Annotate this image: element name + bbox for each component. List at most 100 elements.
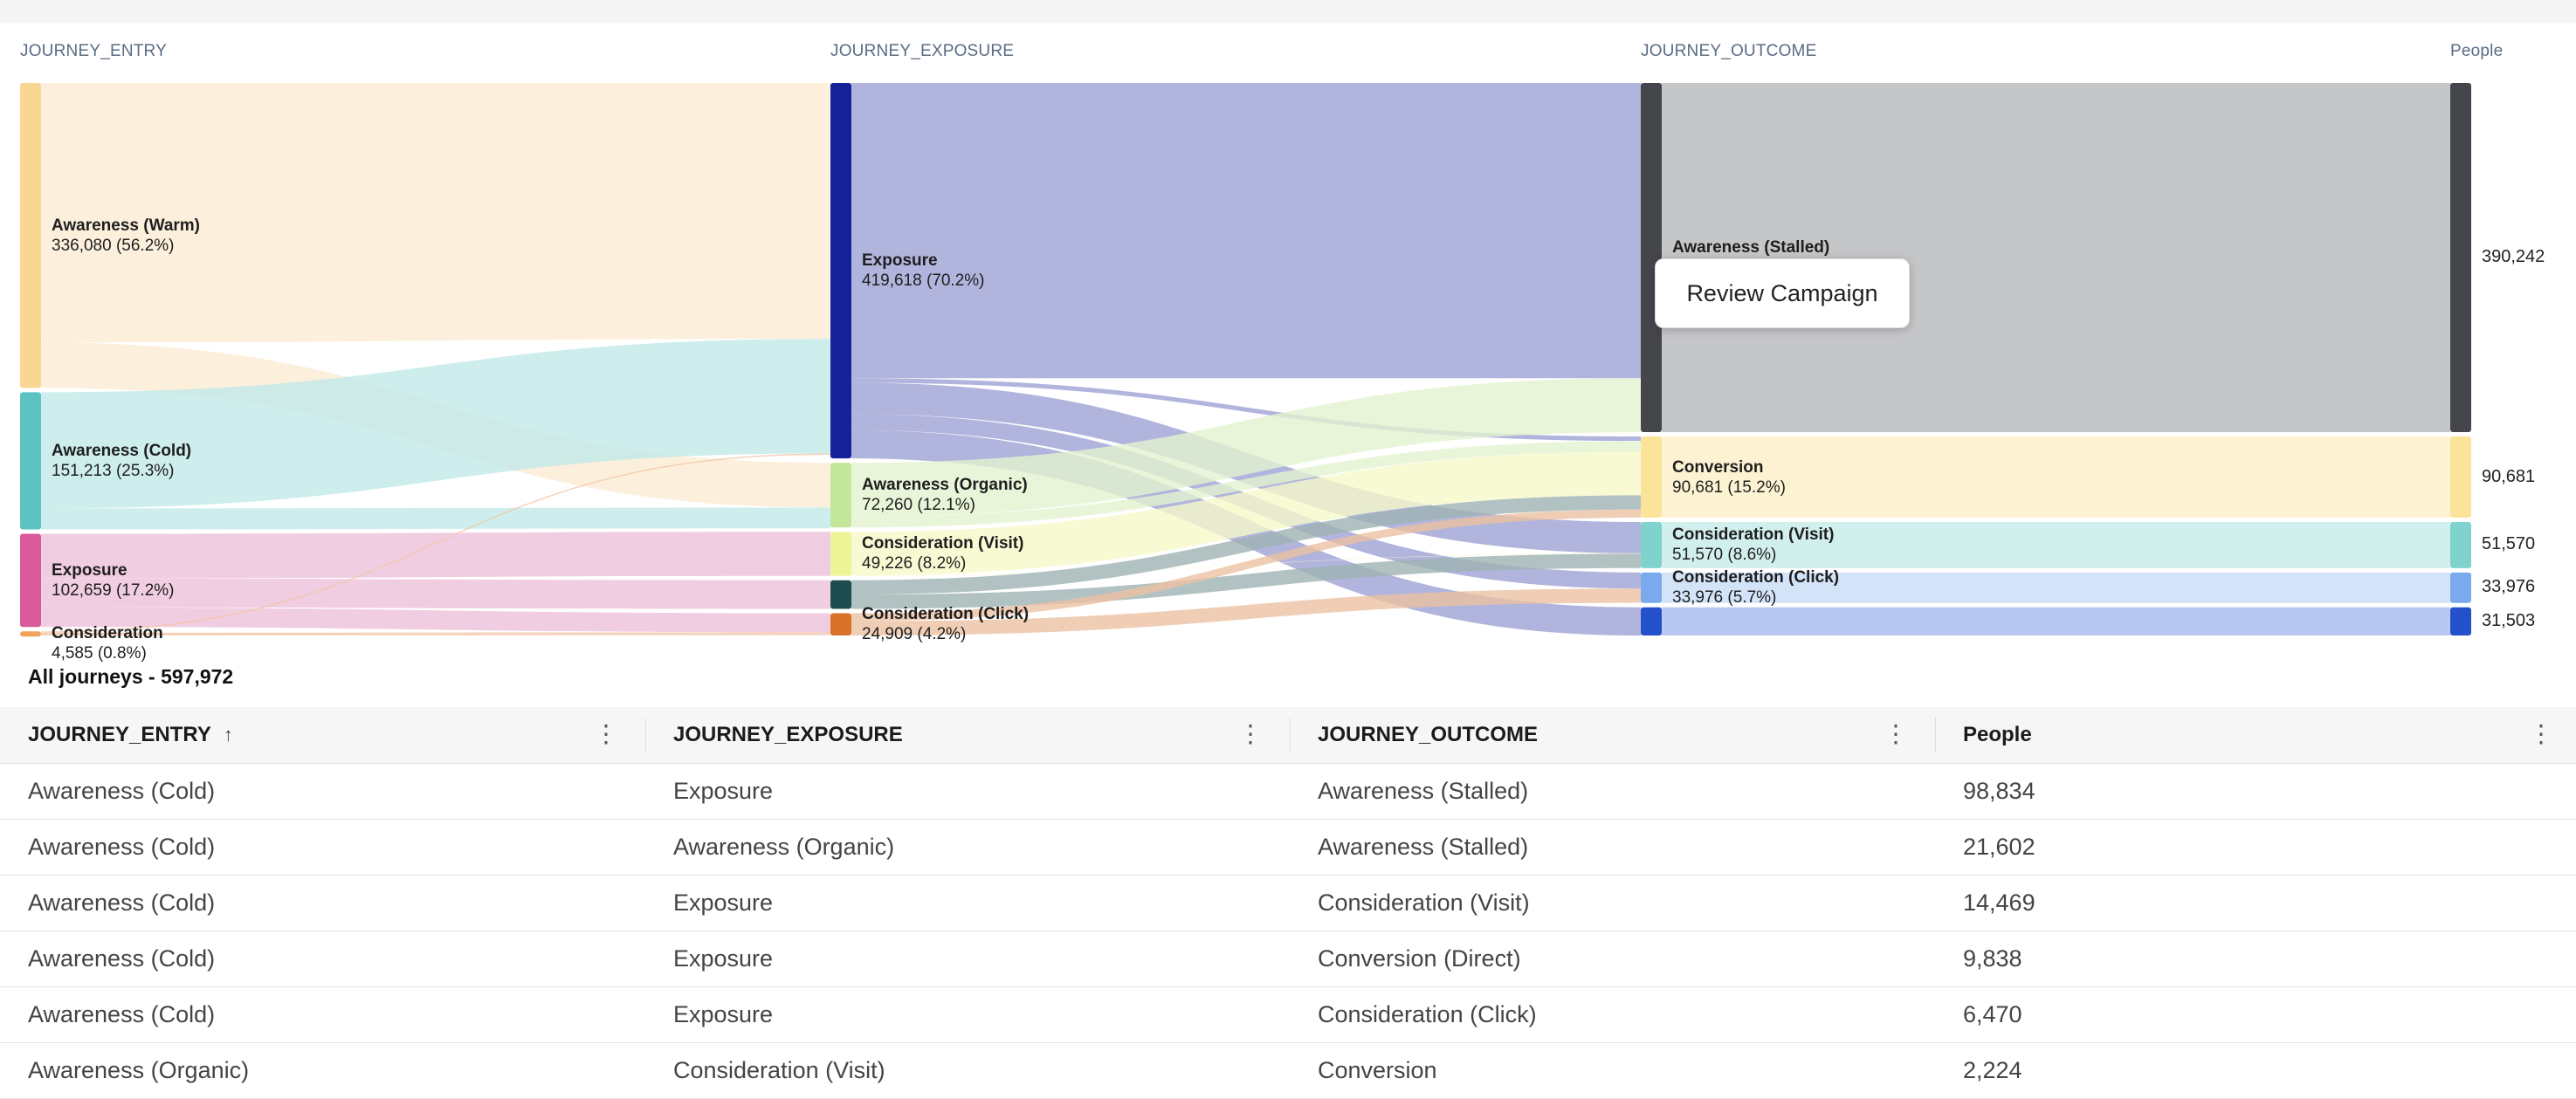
table-body: Awareness (Cold) Exposure Awareness (Stall… <box>0 764 2576 1099</box>
cell-people: 6,470 <box>1963 1001 2022 1027</box>
flow-outcome-to-people <box>1662 522 2450 568</box>
flow-exposure-to-outcome <box>851 553 1641 609</box>
flow-entry-to-exposure <box>41 83 830 343</box>
cell-people: 14,469 <box>1963 890 2035 916</box>
all-journeys-total: All journeys - 597,972 <box>28 665 234 688</box>
header-people[interactable]: People <box>1963 707 2032 763</box>
exposure-name: Consideration (Click) <box>862 605 1030 624</box>
column-menu-icon[interactable]: ⋮ <box>1884 720 1908 747</box>
people-count-label: 90,681 <box>2482 466 2536 486</box>
flow-entry-to-exposure <box>41 453 830 633</box>
column-menu-icon[interactable]: ⋮ <box>2529 720 2553 747</box>
outcome-label: Consideration (Visit) 51,570 (8.6%) <box>1672 525 1834 565</box>
exposure-name: Consideration (Visit) <box>862 534 1024 553</box>
exposure-label: Consideration (Click) 24,909 (4.2%) <box>862 604 1029 644</box>
exposure-name: Exposure <box>862 251 938 271</box>
table-row[interactable]: Awareness (Cold) Exposure Consideration (V… <box>0 876 2576 931</box>
flow-entry-to-exposure <box>41 532 830 579</box>
flow-outcome-to-people <box>1662 436 2450 519</box>
people-node <box>2450 436 2471 519</box>
cell-journey-exposure: Exposure <box>673 1001 774 1027</box>
cell-journey-outcome: Awareness (Stalled) <box>1318 778 1529 804</box>
cell-journey-entry: Awareness (Cold) <box>28 890 216 916</box>
flow-entry-to-exposure <box>41 339 830 509</box>
people-node <box>2450 522 2471 568</box>
entry-node <box>20 533 41 628</box>
cell-journey-exposure: Exposure <box>673 945 774 972</box>
outcome-node <box>1641 436 1662 519</box>
entry-label: Consideration 4,585 (0.8%) <box>52 623 163 663</box>
exposure-label: Consideration (Visit) 49,226 (8.2%) <box>862 533 1023 574</box>
outcome-node <box>1641 522 1662 568</box>
header-journey-outcome[interactable]: JOURNEY_OUTCOME <box>1318 707 1538 763</box>
table-row[interactable]: Awareness (Organic) Consideration (Visit)… <box>0 1043 2576 1099</box>
entry-name: Consideration <box>52 624 163 643</box>
flow-exposure-to-outcome <box>851 441 1641 528</box>
journey-table: JOURNEY_ENTRY ↑ ⋮ JOURNEY_EXPOSURE ⋮ JOU… <box>0 707 2576 1099</box>
flow-exposure-to-outcome <box>851 378 1641 442</box>
entry-label: Exposure 102,659 (17.2%) <box>52 560 175 601</box>
table-row[interactable]: Awareness (Cold) Exposure Conversion (Dire… <box>0 931 2576 987</box>
entry-value: 151,213 (25.3%) <box>52 461 175 480</box>
column-divider <box>645 718 646 752</box>
entry-value: 102,659 (17.2%) <box>52 580 175 600</box>
outcome-label: Awareness (Stalled) <box>1672 237 1829 258</box>
column-divider <box>1290 718 1291 752</box>
column-header-entry: JOURNEY_ENTRY <box>20 42 168 60</box>
sankey-chart <box>20 83 2471 637</box>
exposure-node <box>830 613 851 635</box>
outcome-value: 90,681 (15.2%) <box>1672 477 1786 497</box>
people-node <box>2450 572 2471 603</box>
entry-name: Awareness (Cold) <box>52 441 192 460</box>
people-node <box>2450 607 2471 635</box>
entry-label: Awareness (Cold) 151,213 (25.3%) <box>52 441 191 481</box>
cell-journey-outcome: Consideration (Visit) <box>1318 890 1530 916</box>
table-row[interactable]: Awareness (Cold) Awareness (Organic) Aware… <box>0 820 2576 876</box>
outcome-name: Consideration (Click) <box>1672 568 1840 587</box>
header-journey-exposure[interactable]: JOURNEY_EXPOSURE <box>673 707 903 763</box>
outcome-node <box>1641 572 1662 603</box>
people-count-label: 33,976 <box>2482 577 2536 597</box>
exposure-value: 24,909 (4.2%) <box>862 625 967 644</box>
table-row[interactable]: Awareness (Cold) Exposure Awareness (Stall… <box>0 764 2576 820</box>
outcome-name: Consideration (Visit) <box>1672 525 1835 545</box>
outcome-name: Awareness (Stalled) <box>1672 238 1830 257</box>
header-journey-entry-label: JOURNEY_ENTRY <box>28 723 211 746</box>
header-journey-exposure-label: JOURNEY_EXPOSURE <box>673 723 903 746</box>
exposure-label: Exposure 419,618 (70.2%) <box>862 251 985 291</box>
flow-outcome-to-people <box>1662 83 2450 433</box>
sort-ascending-icon[interactable]: ↑ <box>223 724 233 745</box>
entry-name: Exposure <box>52 560 127 580</box>
outcome-node <box>1641 607 1662 635</box>
people-node <box>2450 83 2471 433</box>
flow-exposure-to-outcome <box>851 378 1641 517</box>
exposure-node <box>830 83 851 459</box>
header-journey-entry[interactable]: JOURNEY_ENTRY ↑ <box>28 707 233 763</box>
flow-entry-to-exposure <box>41 507 830 530</box>
column-menu-icon[interactable]: ⋮ <box>1238 720 1263 747</box>
entry-name: Awareness (Warm) <box>52 216 201 235</box>
header-journey-outcome-label: JOURNEY_OUTCOME <box>1318 723 1539 746</box>
table-row[interactable]: Awareness (Cold) Exposure Consideration (C… <box>0 987 2576 1043</box>
cell-journey-outcome: Consideration (Click) <box>1318 1001 1537 1027</box>
column-header-outcome: JOURNEY_OUTCOME <box>1641 42 1817 60</box>
cell-journey-outcome: Awareness (Stalled) <box>1318 834 1529 860</box>
exposure-value: 419,618 (70.2%) <box>862 271 985 291</box>
cell-people: 2,224 <box>1963 1057 2022 1083</box>
entry-value: 4,585 (0.8%) <box>52 644 147 663</box>
review-campaign-button[interactable]: Review Campaign <box>1655 258 1910 328</box>
cell-journey-entry: Awareness (Cold) <box>28 778 216 804</box>
entry-label: Awareness (Warm) 336,080 (56.2%) <box>52 216 200 256</box>
outcome-node <box>1641 83 1662 433</box>
outcome-name: Conversion <box>1672 457 1764 477</box>
column-menu-icon[interactable]: ⋮ <box>594 720 618 747</box>
cell-journey-entry: Awareness (Cold) <box>28 945 216 972</box>
cell-people: 98,834 <box>1963 778 2035 804</box>
flow-exposure-to-outcome <box>851 588 1641 635</box>
column-divider <box>1935 718 1936 752</box>
entry-value: 336,080 (56.2%) <box>52 236 175 255</box>
exposure-name: Awareness (Organic) <box>862 476 1028 495</box>
cell-people: 21,602 <box>1963 834 2035 860</box>
flow-outcome-to-people <box>1662 607 2450 635</box>
column-header-people: People <box>2450 42 2504 60</box>
